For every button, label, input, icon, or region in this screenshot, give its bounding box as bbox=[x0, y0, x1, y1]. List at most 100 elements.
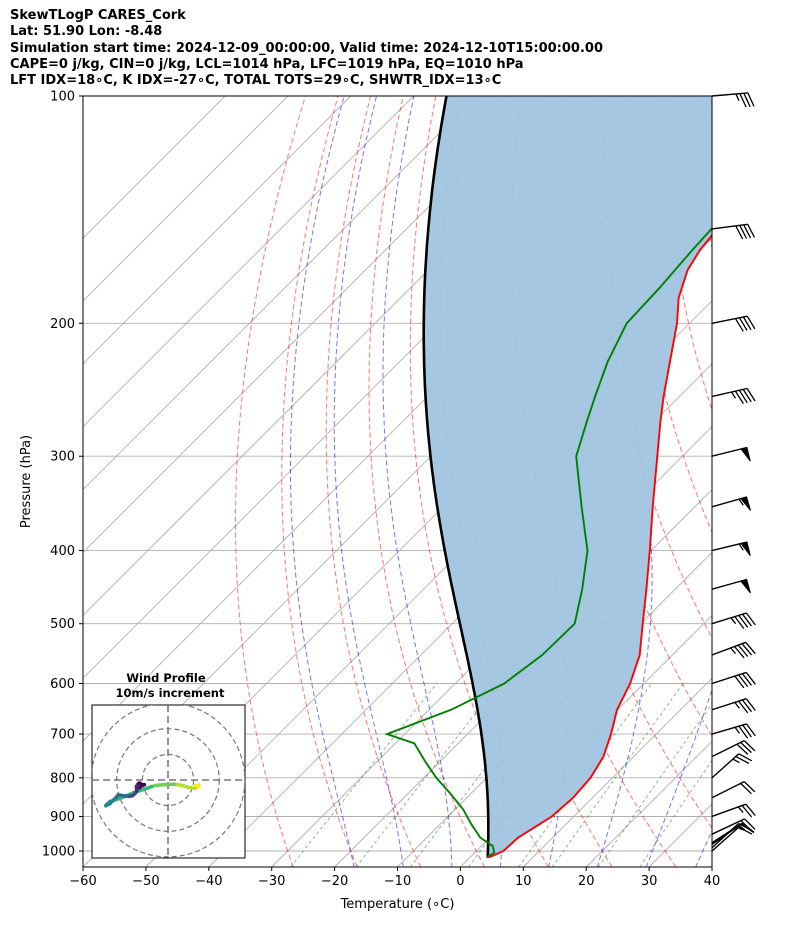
wind-barb-feather bbox=[746, 315, 756, 330]
wind-barb-feather bbox=[738, 498, 744, 506]
y-tick-label: 200 bbox=[50, 317, 75, 332]
wind-barb-feather bbox=[743, 224, 752, 239]
wind-barb bbox=[711, 671, 756, 689]
dry-adiabat-line bbox=[368, 96, 485, 867]
wind-barb-feather bbox=[740, 820, 752, 832]
wind-barb-feather bbox=[741, 805, 753, 818]
wind-barb-feather bbox=[739, 225, 748, 239]
wind-barb-feather bbox=[743, 781, 756, 793]
wind-barb bbox=[711, 780, 756, 799]
dry-adiabat-line bbox=[281, 96, 358, 867]
sounding-profiles bbox=[384, 96, 712, 859]
wind-barb-feather bbox=[743, 740, 756, 752]
wind-barb-feather bbox=[741, 699, 753, 713]
wind-barb-feather bbox=[735, 225, 744, 240]
wind-barb-feather bbox=[738, 317, 748, 331]
wind-barb-staff bbox=[711, 698, 747, 711]
x-tick-label: −40 bbox=[195, 874, 222, 889]
wind-barb bbox=[711, 223, 756, 240]
dry-adiabat-line bbox=[663, 96, 712, 412]
wind-barb-feather bbox=[745, 723, 756, 737]
dry-adiabat-line bbox=[235, 96, 306, 867]
wind-barb-staff bbox=[711, 818, 745, 835]
y-axis-label: Pressure (hPa) bbox=[19, 435, 34, 528]
x-tick-label: −60 bbox=[69, 874, 96, 889]
cape-cin-shading bbox=[423, 96, 712, 858]
wind-barb-feather bbox=[747, 92, 755, 107]
wind-barb-staff bbox=[711, 223, 748, 230]
hodograph-segment bbox=[137, 783, 144, 790]
y-tick-label: 900 bbox=[50, 810, 75, 825]
x-axis-label: Temperature (∘C) bbox=[340, 897, 455, 912]
wind-barbs bbox=[711, 92, 756, 852]
moist-adiabat-line bbox=[645, 688, 712, 867]
moist-adiabat-line bbox=[290, 96, 355, 867]
title-block: SkewTLogP CARES_Cork Lat: 51.90 Lon: -8.… bbox=[10, 8, 603, 89]
wind-barb-feather bbox=[738, 700, 749, 714]
wind-barb-feather bbox=[745, 641, 756, 655]
wind-barb-staff bbox=[711, 780, 745, 799]
wind-barb-pennant bbox=[740, 496, 751, 511]
wind-barb-feather bbox=[745, 612, 756, 626]
wind-barb-feather bbox=[739, 93, 747, 108]
wind-barb-staff bbox=[711, 671, 747, 685]
chart-axes: −60 −50 −40 −30 −20 −10 0 10 20 30 40 1000 900 800 700… bbox=[19, 90, 720, 913]
wind-barb-feather bbox=[734, 390, 744, 405]
wind-barb bbox=[711, 387, 756, 405]
wind-barb-feather bbox=[742, 724, 752, 738]
wind-barb-feather bbox=[742, 613, 753, 627]
moist-adiabat-line bbox=[333, 96, 404, 867]
wind-barb bbox=[711, 578, 751, 594]
isotherm-line bbox=[711, 866, 712, 867]
isotherm-line bbox=[83, 96, 226, 239]
wind-barb-feather bbox=[738, 824, 746, 831]
hodograph-plot-area bbox=[92, 705, 245, 858]
mixing-ratio-line bbox=[355, 683, 500, 867]
title-line-1: SkewTLogP CARES_Cork bbox=[10, 8, 186, 23]
wind-barb-staff bbox=[711, 803, 747, 818]
wind-barb-feather bbox=[742, 389, 752, 403]
wind-barb-feather bbox=[732, 758, 740, 764]
wind-barb-pennant bbox=[740, 578, 751, 594]
wind-barb bbox=[711, 753, 753, 779]
wind-barb-pennant bbox=[740, 446, 751, 462]
isotherm-line bbox=[83, 96, 540, 554]
wind-barb-staff bbox=[711, 723, 747, 735]
wind-barb-feather bbox=[737, 806, 744, 814]
wind-barb-feather bbox=[734, 675, 745, 689]
wind-barb-feather bbox=[735, 93, 740, 101]
wind-barb bbox=[711, 803, 756, 818]
y-tick-label: 1000 bbox=[42, 845, 75, 860]
wind-barb bbox=[711, 541, 751, 556]
title-line-3: Simulation start time: 2024-12-09_00:00:… bbox=[10, 40, 603, 56]
y-tick-label: 600 bbox=[50, 677, 75, 692]
wind-barb bbox=[711, 698, 756, 714]
isotherm-line bbox=[83, 96, 415, 428]
wind-barb-feather bbox=[741, 673, 753, 686]
wind-barb-feather bbox=[742, 316, 752, 331]
wind-barb bbox=[711, 739, 756, 758]
x-tick-label: −50 bbox=[132, 874, 159, 889]
cape-fill-area bbox=[423, 96, 712, 858]
wind-barb-staff bbox=[711, 753, 740, 779]
wind-barb bbox=[711, 612, 756, 629]
wind-barb-staff bbox=[711, 92, 748, 97]
wind-barb bbox=[711, 818, 756, 835]
wind-barb-feather bbox=[745, 672, 756, 685]
hodograph-ring bbox=[92, 705, 245, 858]
wind-barb bbox=[711, 641, 756, 659]
x-tick-label: 10 bbox=[515, 874, 532, 889]
dry-adiabat-line bbox=[729, 96, 794, 867]
title-line-2: Lat: 51.90 Lon: -8.48 bbox=[10, 24, 163, 40]
x-tick-label: 30 bbox=[641, 874, 658, 889]
wind-barb-pennant bbox=[740, 541, 751, 556]
wind-barb-feather bbox=[734, 702, 740, 709]
wind-barb-feather bbox=[744, 818, 756, 830]
x-tick-label: 20 bbox=[578, 874, 595, 889]
wind-barb-staff bbox=[711, 822, 743, 844]
wind-barb-feather bbox=[745, 803, 756, 817]
wind-barb-feather bbox=[730, 617, 737, 625]
wind-barb bbox=[711, 723, 756, 739]
wind-barb bbox=[711, 446, 751, 462]
mixing-ratio-line bbox=[290, 683, 438, 867]
